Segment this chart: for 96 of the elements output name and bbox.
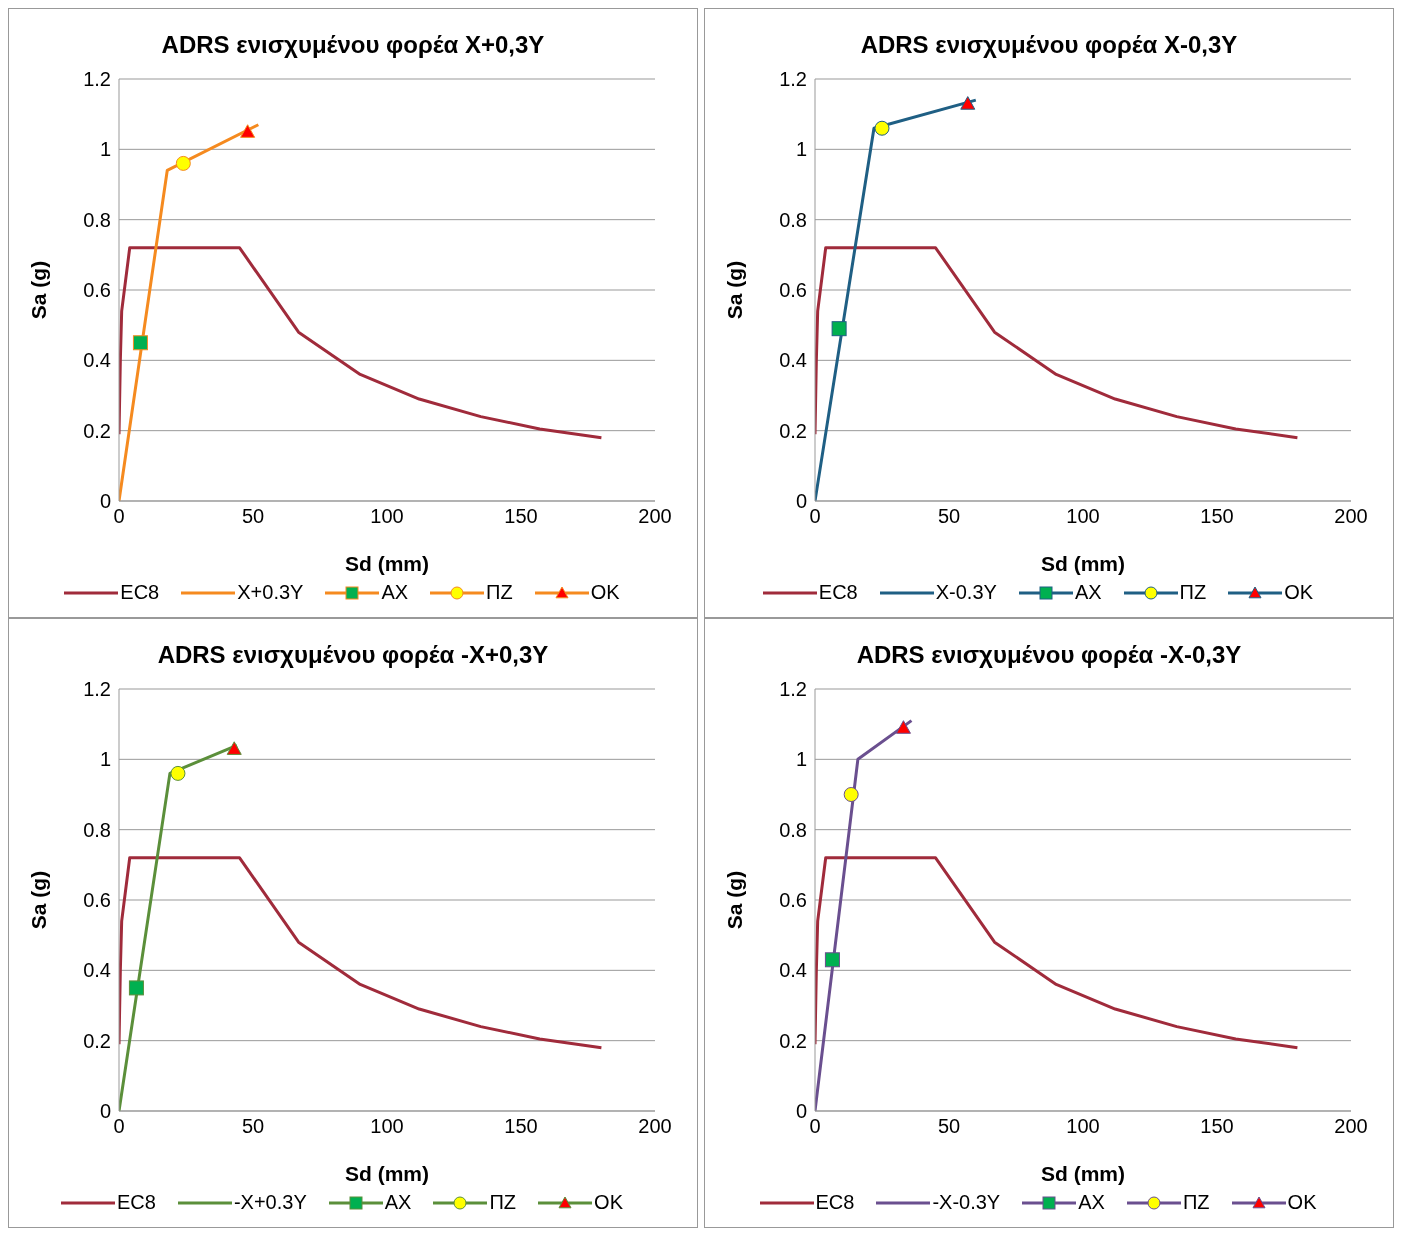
legend-label: ΠΖ (1182, 1191, 1210, 1214)
chart-title: ADRS ενισχυμένου φορέα -X+0,3Y (156, 641, 550, 670)
x-tick-label: 100 (1066, 505, 1100, 528)
point (831, 321, 847, 337)
y-tick-label: 0.4 (83, 349, 111, 372)
y-tick-label: 0 (795, 1100, 807, 1123)
x-tick-label: 100 (370, 505, 404, 528)
legend-label: ΠΖ (1179, 581, 1207, 604)
legend-label: OK (590, 581, 620, 604)
legend-label: AX (1078, 1191, 1105, 1214)
x-tick-label: 0 (113, 1115, 125, 1138)
y-tick-label: 0 (795, 490, 807, 513)
chart-title: ADRS ενισχυμένου φορέα -X-0,3Y (855, 641, 1243, 670)
legend-label: -X-0.3Y (932, 1191, 1001, 1214)
y-tick-label: 0.8 (83, 818, 111, 841)
y-tick-label: 1 (795, 748, 807, 771)
y-tick-label: 0.6 (779, 279, 807, 302)
legend-label: EC8 (815, 1191, 855, 1214)
x-axis-title: Sd (mm) (345, 1162, 429, 1185)
x-tick-label: 100 (1066, 1115, 1100, 1138)
legend-label: EC8 (117, 1191, 156, 1214)
point (132, 335, 148, 351)
y-tick-label: 1.2 (83, 68, 111, 91)
x-tick-label: 150 (1200, 1115, 1234, 1138)
legend-label: EC8 (120, 581, 160, 604)
x-axis-title: Sd (mm) (1041, 1162, 1125, 1185)
y-axis-title: Sa (g) (27, 260, 51, 320)
x-tick-label: 0 (113, 505, 125, 528)
point (843, 787, 859, 802)
point (240, 124, 256, 138)
y-tick-label: 0.6 (779, 889, 807, 912)
legend-label: EC8 (818, 581, 858, 604)
x-tick-label: 50 (937, 1115, 961, 1138)
point (895, 720, 911, 734)
point (128, 980, 144, 996)
legend-label: OK (594, 1191, 623, 1214)
y-tick-label: 0.2 (779, 419, 807, 442)
y-tick-label: 1 (795, 138, 807, 161)
y-tick-label: 1 (99, 138, 111, 161)
line-series (815, 246, 1299, 440)
legend-label: X+0.3Y (237, 581, 304, 604)
y-tick-label: 0.8 (779, 818, 807, 841)
y-tick-label: 0.8 (83, 208, 111, 231)
point (175, 155, 191, 171)
x-tick-label: 200 (1334, 505, 1368, 528)
y-tick-label: 1.2 (779, 68, 807, 91)
legend-label: ΠΖ (489, 1191, 517, 1214)
y-tick-label: 0.2 (83, 1029, 111, 1052)
y-tick-label: 0.2 (83, 419, 111, 442)
x-tick-label: 50 (937, 505, 961, 528)
point (226, 741, 242, 755)
x-tick-label: 50 (241, 505, 265, 528)
y-tick-label: 1 (99, 748, 111, 771)
y-axis-title: Sa (g) (723, 260, 747, 320)
legend-label: X-0.3Y (935, 581, 997, 604)
point (170, 765, 186, 781)
x-tick-label: 150 (1200, 505, 1234, 528)
y-tick-label: 1.2 (83, 678, 111, 701)
y-tick-label: 0 (99, 1100, 111, 1123)
y-tick-label: 0.6 (83, 279, 111, 302)
x-axis-title: Sd (mm) (345, 552, 429, 575)
y-axis-title: Sa (g) (27, 870, 51, 930)
chart-title: ADRS ενισχυμένου φορέα X+0,3Y (160, 31, 546, 60)
y-axis-title: Sa (g) (723, 870, 747, 930)
point (874, 120, 890, 136)
x-tick-label: 200 (638, 1115, 672, 1138)
y-tick-label: 0 (99, 490, 111, 513)
x-tick-label: 200 (1334, 1115, 1368, 1138)
y-tick-label: 1.2 (779, 678, 807, 701)
y-tick-label: 0.4 (779, 349, 807, 372)
legend-label: AX (1074, 581, 1102, 604)
legend-label: ΠΖ (486, 581, 513, 604)
y-tick-label: 0.2 (779, 1029, 807, 1052)
x-axis-title: Sd (mm) (1041, 552, 1125, 575)
x-tick-label: 150 (504, 505, 538, 528)
legend-label: AX (381, 581, 409, 604)
x-tick-label: 0 (809, 1115, 821, 1138)
legend-label: -X+0.3Y (233, 1191, 307, 1214)
line-series (119, 856, 603, 1050)
line-series (119, 246, 603, 440)
x-tick-label: 100 (370, 1115, 404, 1138)
y-tick-label: 0.4 (83, 959, 111, 982)
y-tick-label: 0.6 (83, 889, 111, 912)
chart-title: ADRS ενισχυμένου φορέα X-0,3Y (859, 31, 1239, 60)
point (824, 952, 840, 968)
x-tick-label: 200 (638, 505, 672, 528)
y-tick-label: 0.8 (779, 208, 807, 231)
legend-label: OK (1287, 1191, 1317, 1214)
x-tick-label: 0 (809, 505, 821, 528)
point (960, 96, 976, 110)
y-tick-label: 0.4 (779, 959, 807, 982)
x-tick-label: 150 (504, 1115, 538, 1138)
legend-label: OK (1284, 581, 1314, 604)
x-tick-label: 50 (241, 1115, 265, 1138)
legend-label: AX (384, 1191, 412, 1214)
line-series (815, 856, 1299, 1050)
